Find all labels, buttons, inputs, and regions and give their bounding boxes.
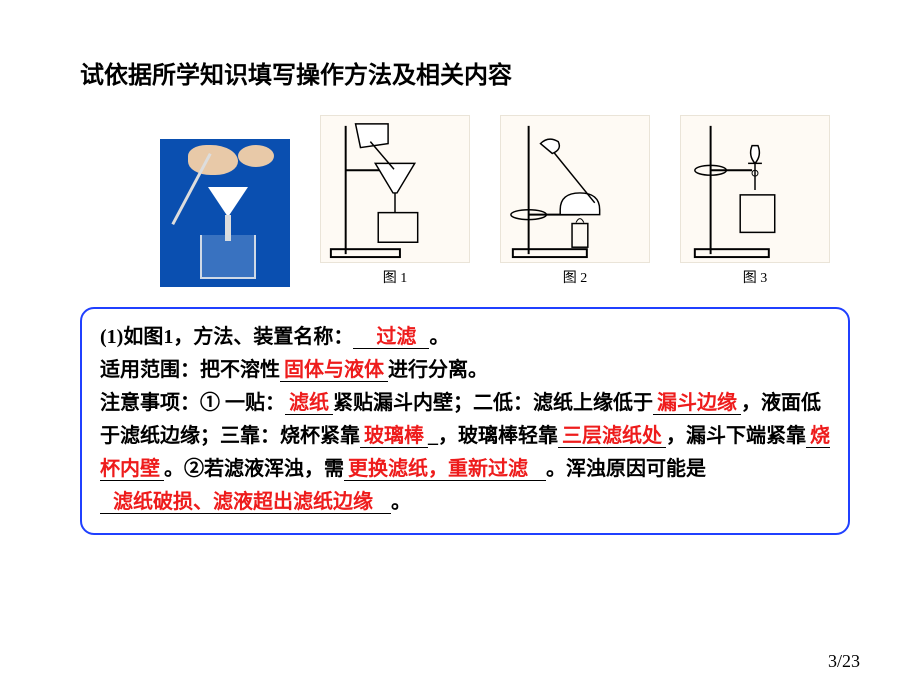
figure-1-diagram: [320, 115, 470, 263]
q1-prefix: (1)如图1，方法、装置名称：: [100, 326, 353, 348]
answer-solid-liquid: 固体与液体: [280, 359, 388, 382]
q1-suffix: 。: [429, 326, 449, 348]
figure-3-diagram: [680, 115, 830, 263]
scope-suffix: 进行分离。: [388, 359, 488, 381]
page-total: 23: [842, 651, 860, 671]
answer-paper: 滤纸: [285, 392, 333, 415]
answer-method: 过滤: [372, 326, 420, 349]
figure-1: [160, 139, 290, 287]
figure-1-label: 图 1: [383, 267, 408, 287]
page-current: 3: [828, 651, 837, 671]
answer-funnel-edge: 漏斗边缘: [653, 392, 741, 415]
figure-2-box: 图 2: [500, 115, 650, 287]
notes-mid5: 。②若滤液浑浊，需: [164, 458, 344, 480]
notes-mid4: ，漏斗下端紧靠: [666, 425, 806, 447]
answer-three-layer: 三层滤纸处: [558, 425, 666, 448]
answer-glass-rod: 玻璃棒: [360, 425, 428, 448]
slide-title: 试依据所学知识填写操作方法及相关内容: [80, 55, 850, 90]
figure-2-diagram: [500, 115, 650, 263]
notes-mid3: _，玻璃棒轻靠: [428, 425, 558, 447]
page-number: 3/23: [828, 651, 860, 672]
notes-mid1: 紧贴漏斗内壁；二低：滤纸上缘低于: [333, 392, 653, 414]
figure-1-photo: [160, 139, 290, 287]
notes-prefix: 注意事项：① 一贴：: [100, 392, 285, 414]
notes-mid6: 。浑浊原因可能是: [546, 458, 706, 480]
figure-2-label: 图 2: [563, 267, 588, 287]
content-box: (1)如图1，方法、装置名称： 过滤 。 适用范围：把不溶性固体与液体进行分离。…: [80, 307, 850, 535]
figure-3-box: 图 3: [680, 115, 830, 287]
notes-end: 。: [391, 491, 411, 513]
figures-row: 图 1 图 2: [80, 115, 850, 287]
answer-reason: 滤纸破损、滤液超出滤纸边缘: [109, 491, 377, 514]
figure-1-diagram-box: 图 1: [320, 115, 470, 287]
answer-refilter: 更换滤纸，重新过滤: [344, 458, 532, 481]
figure-3-label: 图 3: [743, 267, 768, 287]
scope-prefix: 适用范围：把不溶性: [100, 359, 280, 381]
